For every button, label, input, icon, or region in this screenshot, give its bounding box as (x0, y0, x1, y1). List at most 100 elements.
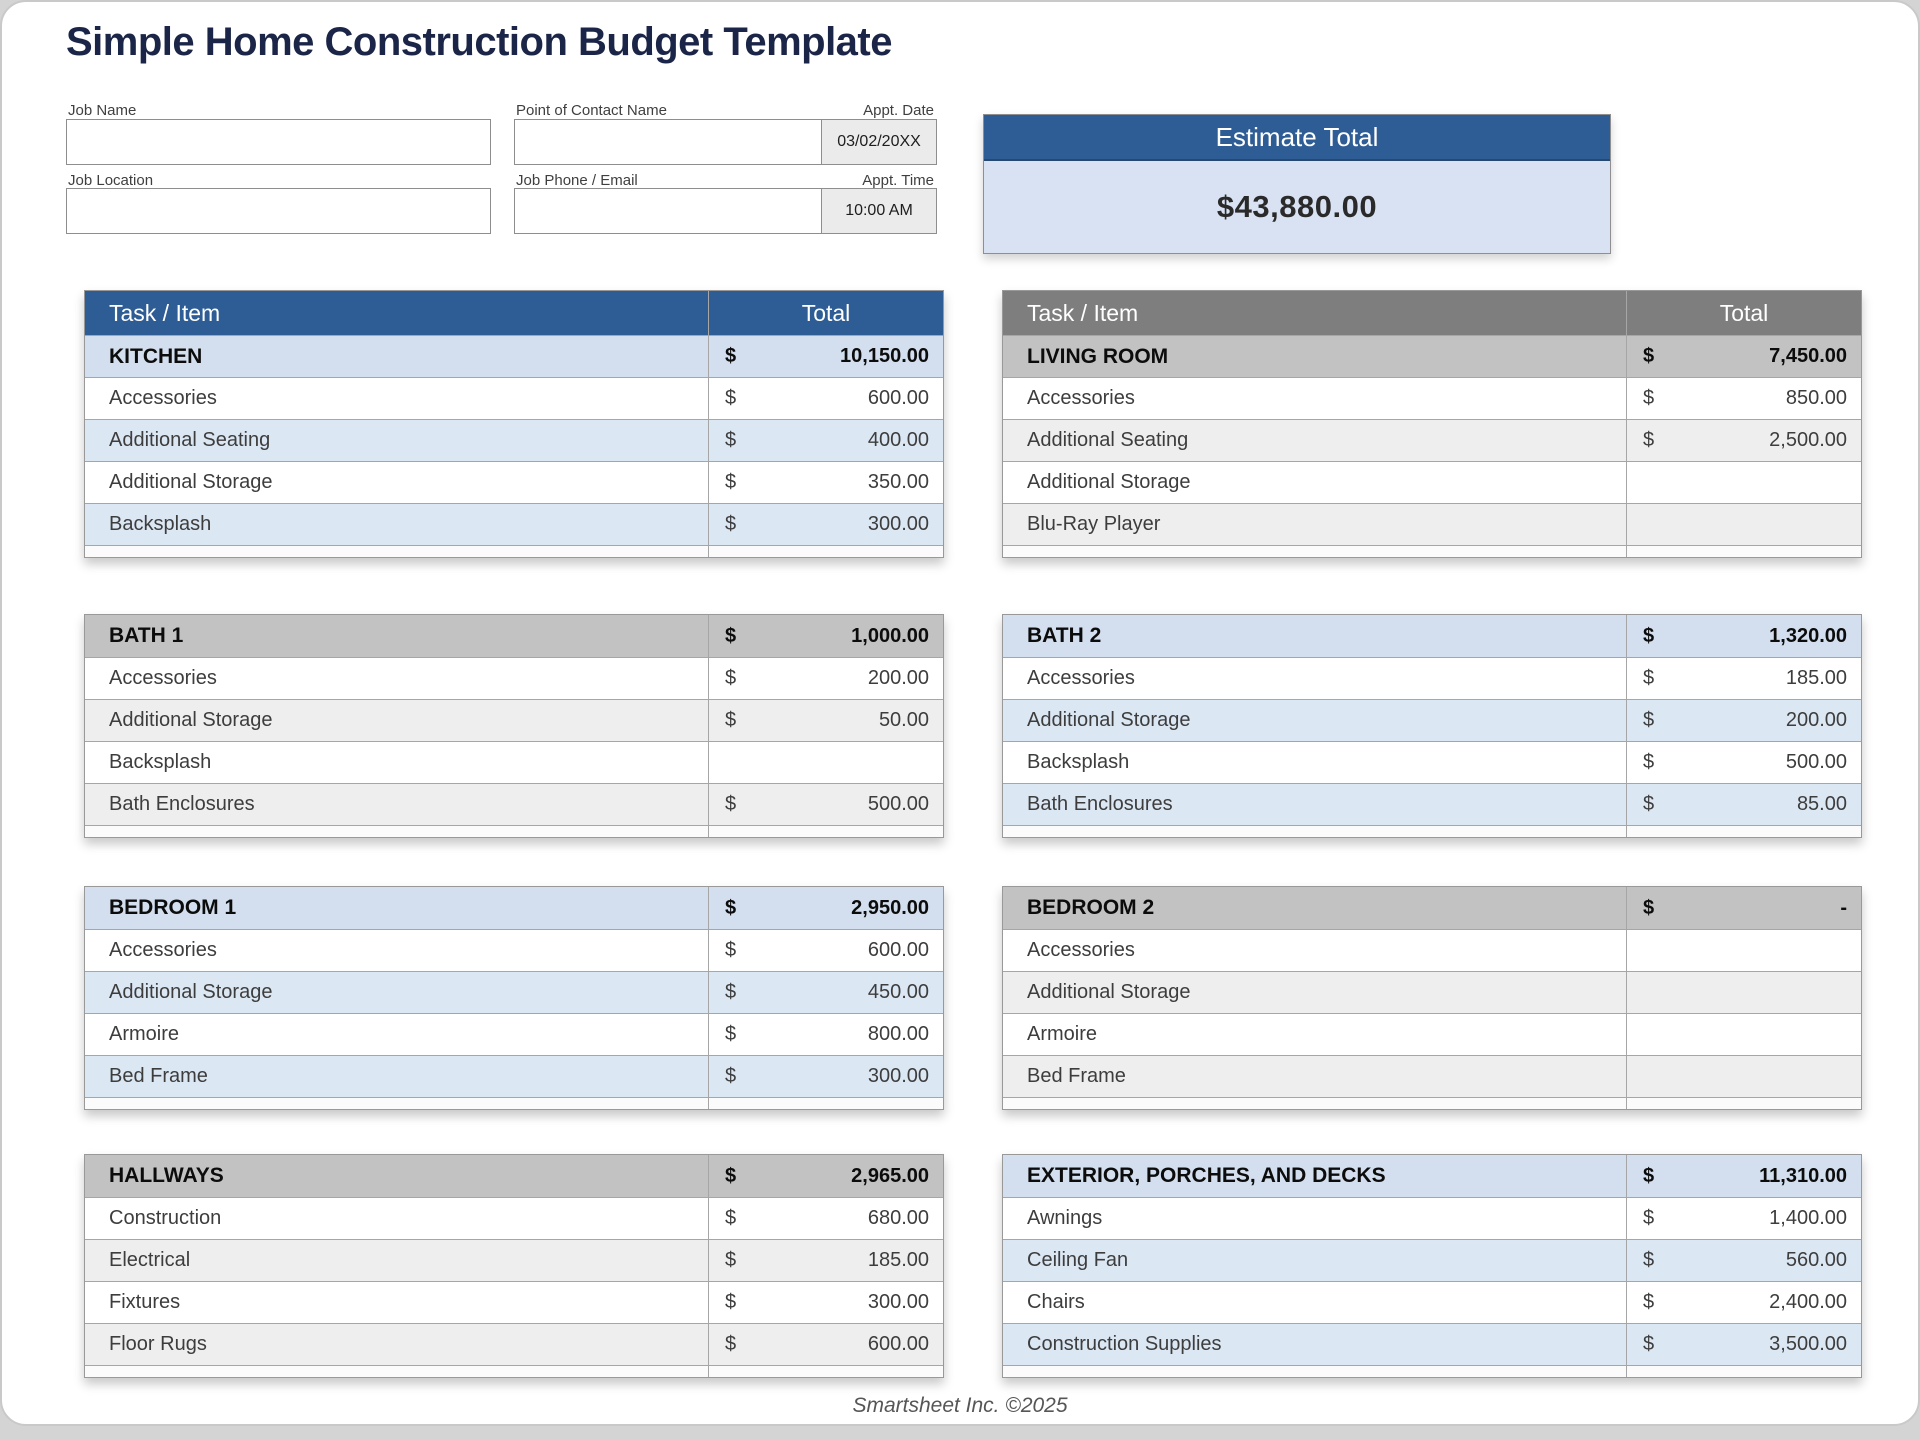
table-row: Accessories $600.00 (85, 377, 943, 419)
currency-symbol: $ (1643, 387, 1655, 409)
item-label: Construction Supplies (1027, 1333, 1222, 1355)
amount-value: 600.00 (867, 387, 929, 409)
partial-cell (85, 826, 708, 837)
item-label: Bath Enclosures (109, 793, 255, 815)
budget-table-bath-2: BATH 2 $1,320.00 Accessories $185.00 Additio… (1002, 614, 1862, 838)
amount-value: 2,965.00 (851, 1164, 929, 1187)
partial-row (1003, 1365, 1861, 1377)
category-total: $11,310.00 (1626, 1155, 1861, 1197)
currency-symbol: $ (725, 709, 737, 731)
amount-value: 200.00 (1785, 709, 1847, 731)
phone-email-label: Job Phone / Email (516, 172, 638, 189)
currency-symbol: $ (725, 387, 737, 409)
job-location-input[interactable] (66, 188, 491, 234)
table-row: Backsplash (85, 741, 943, 783)
appt-time-label: Appt. Time (862, 172, 934, 189)
item-label: Floor Rugs (109, 1333, 207, 1355)
amount-value: 560.00 (1785, 1249, 1847, 1271)
category-total: $2,950.00 (708, 887, 943, 929)
currency-symbol: $ (1643, 896, 1655, 919)
table-row: Additional Storage $50.00 (85, 699, 943, 741)
job-name-input[interactable] (66, 119, 491, 165)
partial-cell (708, 826, 943, 837)
amount-value: 2,950.00 (851, 896, 929, 919)
item-label: Additional Storage (109, 471, 273, 493)
partial-cell (1626, 1098, 1861, 1109)
item-label: Bath Enclosures (1027, 793, 1173, 815)
category-name: BATH 1 (109, 624, 184, 647)
footer-copyright: Smartsheet Inc. ©2025 (852, 1394, 1068, 1417)
estimate-total-box: Estimate Total $43,880.00 (983, 114, 1611, 254)
category-row: BATH 2 $1,320.00 (1003, 615, 1861, 657)
currency-symbol: $ (1643, 667, 1655, 689)
category-total: $7,450.00 (1626, 336, 1861, 377)
item-amount (1626, 504, 1861, 545)
item-label: Additional Seating (1027, 429, 1189, 451)
category-name: BATH 2 (1027, 624, 1102, 647)
item-amount: $2,400.00 (1626, 1282, 1861, 1323)
item-amount (1626, 462, 1861, 503)
phone-email-input[interactable] (514, 188, 822, 234)
amount-value: 800.00 (867, 1023, 929, 1045)
category-row: BATH 1 $1,000.00 (85, 615, 943, 657)
currency-symbol: $ (1643, 709, 1655, 731)
table-row: Additional Storage (1003, 461, 1861, 503)
item-label: Backsplash (109, 751, 212, 773)
budget-table-bedroom-2: BEDROOM 2 $ - Accessories Additional Storage… (1002, 886, 1862, 1110)
item-amount: $3,500.00 (1626, 1324, 1861, 1365)
partial-cell (1003, 1366, 1626, 1377)
table-row: Awnings $1,400.00 (1003, 1197, 1861, 1239)
amount-value: 600.00 (867, 939, 929, 961)
item-label: Ceiling Fan (1027, 1249, 1129, 1271)
amount-value: 1,400.00 (1769, 1207, 1847, 1229)
item-amount: $350.00 (708, 462, 943, 503)
contact-name-input[interactable] (514, 119, 822, 165)
budget-table-exterior-porches-and-decks: EXTERIOR, PORCHES, AND DECKS $11,310.00 Aw… (1002, 1154, 1862, 1378)
table-row: Accessories $185.00 (1003, 657, 1861, 699)
amount-value: - (1840, 896, 1847, 919)
table-row: Fixtures $300.00 (85, 1281, 943, 1323)
currency-symbol: $ (725, 1164, 737, 1187)
currency-symbol: $ (725, 939, 737, 961)
item-amount: $1,400.00 (1626, 1198, 1861, 1239)
table-row: Construction $680.00 (85, 1197, 943, 1239)
amount-value: 850.00 (1785, 387, 1847, 409)
item-label: Accessories (109, 939, 217, 961)
item-amount (1626, 972, 1861, 1013)
table-row: Backsplash $500.00 (1003, 741, 1861, 783)
table-column-header: Task / Item Total (1003, 291, 1861, 335)
appt-date-label: Appt. Date (863, 102, 934, 119)
category-name: BEDROOM 1 (109, 896, 237, 919)
appt-time-field[interactable]: 10:00 AM (821, 188, 937, 234)
amount-value: 3,500.00 (1769, 1333, 1847, 1355)
table-row: Additional Storage $450.00 (85, 971, 943, 1013)
partial-cell (85, 1098, 708, 1109)
item-label: Armoire (109, 1023, 180, 1045)
table-row: Electrical $185.00 (85, 1239, 943, 1281)
currency-symbol: $ (725, 1207, 737, 1229)
currency-symbol: $ (725, 429, 737, 451)
category-total: $2,965.00 (708, 1155, 943, 1197)
currency-symbol: $ (725, 624, 737, 647)
item-label: Construction (109, 1207, 222, 1229)
partial-row (1003, 825, 1861, 837)
category-name: KITCHEN (109, 344, 203, 368)
partial-cell (1626, 1366, 1861, 1377)
amount-value: 185.00 (867, 1249, 929, 1271)
appt-date-field[interactable]: 03/02/20XX (821, 119, 937, 165)
table-row: Bed Frame $300.00 (85, 1055, 943, 1097)
item-amount: $600.00 (708, 1324, 943, 1365)
partial-cell (1003, 1098, 1626, 1109)
currency-symbol: $ (725, 1023, 737, 1045)
partial-cell (708, 1366, 943, 1377)
table-row: Accessories (1003, 929, 1861, 971)
amount-value: 300.00 (867, 1291, 929, 1313)
table-row: Blu-Ray Player (1003, 503, 1861, 545)
currency-symbol: $ (1643, 1291, 1655, 1313)
currency-symbol: $ (725, 1249, 737, 1271)
item-label: Fixtures (109, 1291, 181, 1313)
table-column-header: Task / Item Total (85, 291, 943, 335)
item-amount: $185.00 (708, 1240, 943, 1281)
item-label: Additional Storage (1027, 471, 1191, 493)
item-label: Accessories (109, 387, 217, 409)
